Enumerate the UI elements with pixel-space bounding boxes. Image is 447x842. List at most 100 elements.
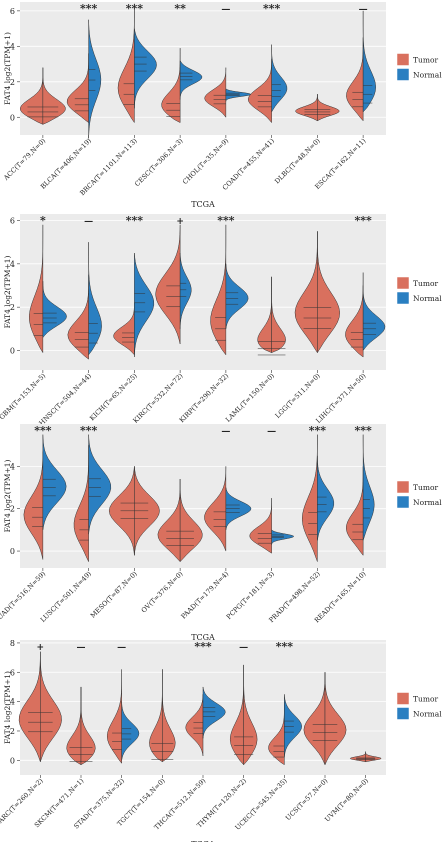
- normal-violin: [134, 252, 155, 358]
- significance-label: —: [267, 427, 276, 437]
- significance-label: ***: [354, 424, 372, 437]
- normal-violin: [88, 434, 112, 535]
- legend-label-normal: Normal: [413, 71, 442, 80]
- legend-swatch-normal: [396, 495, 410, 509]
- tumor-violin: [155, 224, 181, 345]
- category-label: CHOL(T=35,N=9): [181, 136, 231, 186]
- category-label: LGG(T=511,N=0): [274, 371, 322, 419]
- significance-label: —: [77, 643, 86, 653]
- category-label: ACC(T=79,N=0): [1, 136, 47, 182]
- significance-label: ***: [34, 424, 52, 437]
- normal-violin: [42, 434, 67, 531]
- category-label: HNSC(T=504,N=44): [38, 371, 94, 427]
- category-label: MESO(T=87,N=0): [89, 569, 139, 619]
- x-axis-label: TCGA: [191, 840, 215, 842]
- tumor-violin: [303, 672, 326, 765]
- legend-label-tumor: Tumor: [413, 483, 438, 492]
- y-tick-label: 0: [10, 347, 15, 356]
- significance-label: ***: [263, 2, 281, 15]
- significance-label: —: [117, 643, 126, 653]
- category-label: OV(T=376,N=0): [140, 569, 185, 614]
- tumor-violin: [161, 47, 181, 123]
- y-tick-label: 8: [10, 639, 15, 648]
- x-axis-label: TCGA: [191, 633, 215, 642]
- tumor-violin-mirror: [317, 230, 340, 354]
- category-label: KICH(T=65,N=25): [88, 371, 139, 422]
- tumor-violin-mirror: [179, 478, 203, 562]
- normal-violin: [202, 686, 226, 739]
- legend-swatch-normal: [396, 707, 410, 720]
- category-label: LIHC(T=371,N=50): [314, 371, 367, 424]
- y-tick-label: 6: [10, 668, 15, 677]
- tumor-violin-mirror: [271, 276, 286, 353]
- tumor-violin: [18, 651, 41, 763]
- y-tick-label: 6: [10, 217, 15, 226]
- tumor-violin-mirror: [161, 668, 176, 763]
- y-tick-label: 2: [10, 505, 15, 514]
- significance-label: —: [239, 643, 248, 653]
- legend-swatch-tumor: [396, 276, 410, 290]
- category-label: PRAD(T=498,N=52): [267, 569, 322, 624]
- significance-label: —: [84, 217, 93, 227]
- tumor-violin-mirror: [42, 67, 66, 125]
- y-tick-label: 4: [10, 462, 15, 471]
- tumor-violin-mirror: [324, 672, 347, 765]
- y-tick-label: 4: [10, 698, 15, 707]
- panel-2: 0 2 4 6 FAT4 log2(TPM+1) * GBM(T=153,N=5) — HNSC…: [0, 214, 442, 444]
- x-axis-label: TCGA: [191, 200, 215, 209]
- legend-label-tumor: Tumor: [413, 279, 438, 288]
- tumor-violin: [185, 694, 204, 756]
- normal-violin: [284, 693, 302, 758]
- normal-violin: [179, 252, 192, 330]
- legend-swatch-tumor: [396, 480, 410, 494]
- legend-label-normal: Normal: [413, 710, 442, 719]
- significance-label: ***: [194, 640, 212, 653]
- category-label: LAML(T=150,N=0): [224, 371, 276, 423]
- normal-violin: [271, 44, 288, 113]
- y-axis-label: FAT4 log2(TPM+1): [3, 671, 12, 744]
- legend-label-tumor: Tumor: [413, 56, 438, 65]
- normal-violin: [317, 455, 335, 541]
- category-label: PCPG(T=181,N=3): [225, 569, 277, 621]
- tumor-violin: [23, 451, 44, 560]
- normal-violin: [225, 263, 249, 330]
- category-label: UCS(T=57,N=0): [284, 776, 330, 822]
- category-label: COAD(T=455,N=41): [221, 136, 276, 191]
- significance-label: ***: [80, 424, 98, 437]
- y-axis-label: FAT4 log2(TPM+1): [3, 256, 12, 329]
- category-label: LUSC(T=501,N=49): [39, 569, 93, 623]
- y-axis-label: FAT4 log2(TPM+1): [3, 460, 12, 533]
- tumor-violin-mirror: [80, 686, 96, 766]
- tumor-violin-mirror: [365, 751, 382, 763]
- category-label: GBM(T=153,N=5): [0, 371, 48, 421]
- legend-label-tumor: Tumor: [413, 695, 438, 704]
- legend-label-normal: Normal: [413, 498, 442, 507]
- y-tick-label: 2: [10, 303, 15, 312]
- y-tick-label: 4: [10, 42, 15, 51]
- significance-label: ***: [126, 214, 144, 227]
- significance-label: ***: [309, 424, 327, 437]
- y-tick-label: 6: [10, 7, 15, 16]
- tumor-violin: [204, 465, 227, 552]
- category-label: UVM(T=80,N=0): [323, 776, 370, 823]
- significance-label: ***: [217, 214, 235, 227]
- category-label: KIRP(T=290,N=32): [178, 371, 231, 424]
- normal-violin: [88, 19, 102, 139]
- category-label: ESCA(T=162,N=11): [313, 136, 367, 190]
- significance-label: —: [359, 5, 368, 15]
- normal-violin: [121, 701, 140, 761]
- significance-label: —: [221, 5, 230, 15]
- y-tick-label: 0: [10, 756, 15, 765]
- significance-label: +: [37, 643, 45, 653]
- normal-violin: [362, 434, 375, 541]
- category-label: BLCA(T=406,N=19): [39, 136, 93, 190]
- normal-violin: [42, 280, 67, 338]
- panel-1: 0 2 4 6 FAT4 log2(TPM+1) ACC(T=79,N=0) *** BLCA…: [1, 2, 442, 209]
- legend-label-normal: Normal: [413, 294, 442, 303]
- tumor-violin: [345, 272, 364, 358]
- tumor-violin: [247, 58, 272, 123]
- y-tick-label: 0: [10, 113, 15, 122]
- y-tick-label: 0: [10, 547, 15, 556]
